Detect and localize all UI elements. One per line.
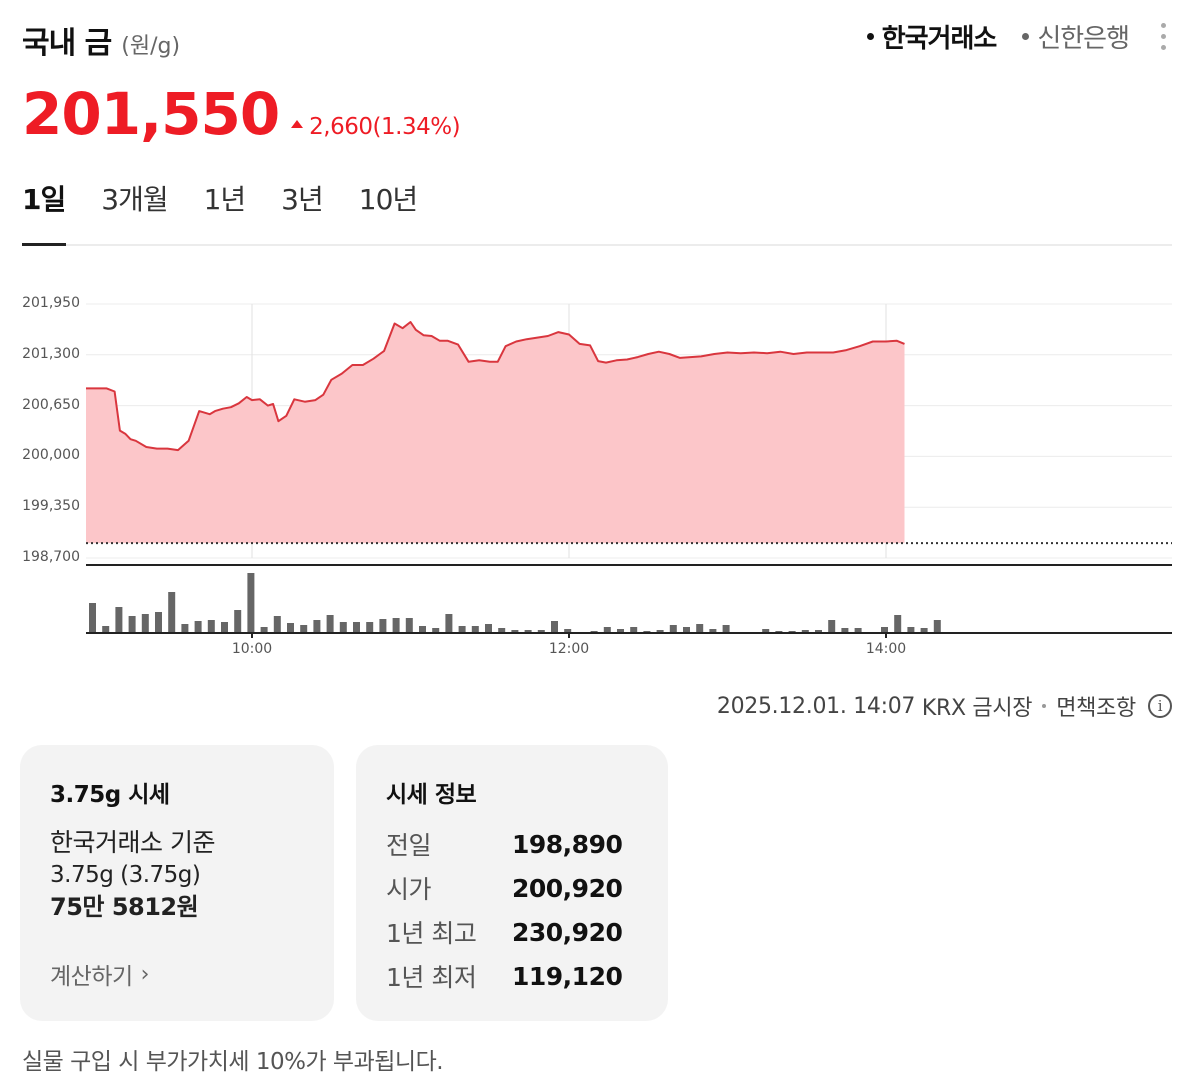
weight-price-card: 3.75g 시세 한국거래소 기준 3.75g (3.75g) 75만 5812… [20,745,334,1021]
separator-dot [1042,704,1047,708]
price-row: 201,550 2,660 (1.34%) [22,80,461,148]
y-tick-label: 200,650 [22,396,80,413]
chevron-right-icon: › [140,961,150,987]
info-row-open: 시가 200,920 [386,873,623,905]
weight-label: 3.75g (3.75g) [50,862,201,888]
x-tick-label: 10:00 [231,641,273,657]
y-tick-label: 201,300 [22,345,80,362]
period-tabs: 1일 3개월 1년 3년 10년 [22,178,418,238]
y-tick-label: 199,350 [22,498,80,515]
current-price: 201,550 [22,80,280,148]
kebab-menu-icon [1161,23,1166,28]
tab-1d[interactable]: 1일 [22,183,66,216]
vat-notice: 실물 구입 시 부가가치세 10%가 부과됩니다. [22,1049,444,1075]
source-tab-krx[interactable]: 한국거래소 [866,18,998,55]
source-tabs: 한국거래소 신한은행 [866,18,1172,55]
active-tab-indicator [22,243,66,246]
tab-3y[interactable]: 3년 [281,183,324,216]
info-row-52w-low: 1년 최저 119,120 [386,961,623,993]
market-name: KRX 금시장 [921,696,1033,721]
info-icon[interactable]: i [1148,694,1172,718]
price-info-list: 전일 198,890 시가 200,920 1년 최고 230,920 1년 최… [386,825,638,995]
timestamp: 2025.12.01. 14:07 [716,693,916,719]
change-amount: 2,660 [309,114,373,140]
up-triangle-icon [291,120,304,128]
tab-3m[interactable]: 3개월 [101,183,168,216]
y-tick-label: 201,950 [22,295,80,311]
info-row-52w-high: 1년 최고 230,920 [386,917,623,949]
calculate-link[interactable]: 계산하기 › [50,957,149,991]
y-tick-label: 200,000 [22,447,80,464]
x-tick-label: 14:00 [865,641,907,657]
y-tick-label: 198,700 [22,549,80,565]
header: 국내 금 (원/g) [22,18,180,62]
disclaimer-link[interactable]: 면책조항 [1056,696,1136,721]
basis-label: 한국거래소 기준 [50,828,215,857]
tabs-divider [22,244,1172,246]
calculate-label: 계산하기 [50,964,133,990]
source-tab-label: 신한은행 [1037,24,1130,54]
tab-10y[interactable]: 10년 [358,183,418,216]
source-tab-shinhan[interactable]: 신한은행 [1022,18,1130,55]
amount-value: 75만 5812원 [50,893,199,922]
source-tab-label: 한국거래소 [881,24,998,54]
chart-meta: 2025.12.01. 14:07 KRX 금시장 면책조항 i [717,690,1172,722]
more-options-button[interactable] [1155,19,1172,54]
bullet-icon [1022,33,1030,40]
price-info-card: 시세 정보 전일 198,890 시가 200,920 1년 최고 230,92… [356,745,668,1021]
change-percent: (1.34%) [372,114,461,140]
x-tick-label: 12:00 [548,641,590,657]
price-chart[interactable]: 201,950 201,300 200,650 200,000 199,350 198,7… [0,280,1200,670]
bullet-icon [866,33,874,40]
page-title: 국내 금 [22,26,112,61]
unit-label: (원/g) [121,34,181,59]
info-row-prev-close: 전일 198,890 [386,829,623,861]
card-title: 3.75g 시세 [50,782,170,808]
tab-1y[interactable]: 1년 [203,183,247,216]
price-change: 2,660 (1.34%) [291,114,461,140]
chart-canvas [85,303,1172,638]
card-title: 시세 정보 [386,782,477,808]
